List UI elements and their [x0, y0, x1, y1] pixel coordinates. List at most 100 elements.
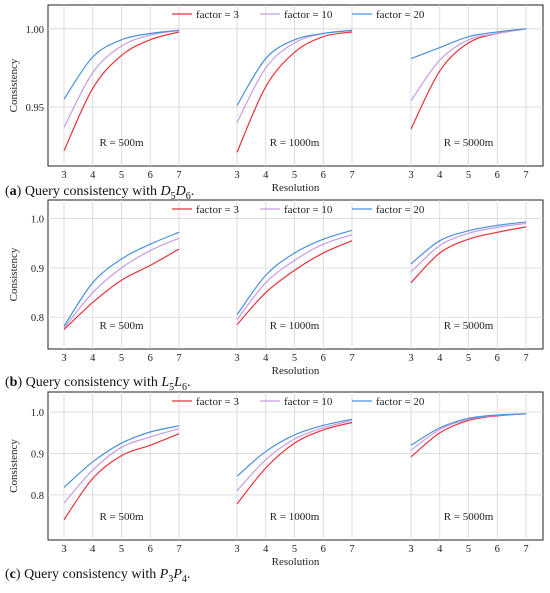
plot-frame-1 [47, 199, 544, 350]
x-tick-label: 7 [349, 544, 354, 555]
caption-b-s1: 5 [169, 381, 175, 393]
series-line-2 [236, 419, 353, 492]
legend-entry-3: factor = 20 [376, 396, 425, 408]
x-tick-label: 3 [234, 544, 239, 555]
y-tick-label: 0.9 [31, 450, 44, 461]
panel-label: R = 5000m [444, 511, 494, 523]
y-tick-label: 1.00 [26, 25, 44, 36]
caption-a-suffix: . [190, 184, 195, 199]
caption-a-text: Query consistency with [24, 184, 158, 199]
series-line-2 [63, 29, 180, 128]
x-tick-label: 6 [148, 544, 153, 555]
caption-a-m2: D [175, 184, 186, 199]
x-axis-label: Resolution [272, 556, 320, 568]
x-tick-label: 6 [321, 170, 326, 181]
x-tick-label: 4 [263, 170, 269, 181]
series-line-3 [236, 229, 353, 316]
x-tick-label: 6 [495, 353, 500, 364]
x-tick-label: 3 [234, 353, 239, 364]
y-tick-label: 0.8 [31, 491, 44, 502]
x-tick-label: 6 [495, 544, 500, 555]
y-axis-label: Consistency [8, 247, 20, 301]
x-tick-label: 4 [90, 544, 96, 555]
legend-entry-2: factor = 10 [284, 204, 333, 216]
plot-frame-0 [47, 4, 544, 167]
series-line-2 [410, 28, 527, 102]
caption-b-m1: L [161, 375, 170, 390]
caption-b-m2: L [174, 375, 182, 390]
x-tick-label: 3 [61, 170, 66, 181]
y-tick-label: 0.9 [31, 264, 44, 275]
caption-b-letter: b [9, 375, 18, 390]
legend-entry-1: factor = 3 [196, 9, 239, 21]
y-tick-label: 1.0 [31, 214, 44, 225]
x-tick-label: 6 [148, 170, 153, 181]
x-tick-label: 7 [176, 353, 181, 364]
series-line-3 [236, 29, 353, 106]
series-line-3 [63, 231, 180, 327]
y-axis-label: Consistency [8, 439, 20, 493]
caption-c-letter: c [9, 567, 16, 582]
x-tick-label: 5 [466, 544, 471, 555]
y-tick-label: 0.95 [26, 103, 44, 114]
series-line-2 [410, 222, 527, 273]
legend-entry-1: factor = 3 [196, 396, 239, 408]
x-tick-label: 6 [321, 353, 326, 364]
y-tick-label: 0.8 [31, 313, 44, 324]
caption-b-s2: 6 [181, 381, 187, 393]
caption-c-s2: 4 [181, 573, 187, 585]
caption-b: (b) Query consistency with L5L6. [5, 375, 191, 393]
x-tick-label: 3 [61, 353, 66, 364]
series-line-1 [236, 421, 353, 505]
x-tick-label: 7 [523, 170, 528, 181]
caption-b-text: Query consistency with [25, 375, 158, 390]
series-line-2 [63, 237, 180, 329]
legend-entry-3: factor = 20 [376, 9, 425, 21]
series-line-3 [410, 413, 527, 446]
series-line-1 [410, 226, 527, 284]
series-line-3 [410, 28, 527, 60]
plot-frame-2 [47, 391, 544, 541]
legend-entry-2: factor = 10 [284, 9, 333, 21]
caption-a-s1: 5 [170, 190, 176, 202]
x-tick-label: 5 [119, 353, 124, 364]
series-line-2 [63, 428, 180, 504]
caption-a-s2: 6 [185, 190, 191, 202]
series-line-3 [63, 29, 180, 100]
series-line-3 [63, 425, 180, 488]
x-tick-label: 6 [321, 544, 326, 555]
series-line-1 [236, 31, 353, 153]
caption-a-m1: D [160, 184, 171, 199]
x-tick-label: 4 [263, 544, 269, 555]
series-line-1 [63, 433, 180, 521]
panel-label: R = 5000m [444, 320, 494, 332]
panel-label: R = 500m [99, 511, 144, 523]
x-tick-label: 4 [90, 353, 96, 364]
panel-label: R = 1000m [270, 511, 320, 523]
x-tick-label: 3 [408, 353, 413, 364]
x-tick-label: 7 [349, 170, 354, 181]
caption-c-m1: P [159, 567, 169, 582]
x-tick-label: 3 [408, 170, 413, 181]
legend-entry-3: factor = 20 [376, 204, 425, 216]
x-axis-label: Resolution [272, 365, 320, 377]
x-tick-label: 5 [292, 353, 297, 364]
caption-c-s1: 3 [168, 573, 174, 585]
x-tick-label: 5 [119, 544, 124, 555]
panel-label: R = 500m [99, 137, 144, 149]
x-tick-label: 7 [349, 353, 354, 364]
caption-c: (c) Query consistency with P3P4. [5, 567, 191, 585]
x-tick-label: 4 [437, 544, 443, 555]
x-tick-label: 7 [523, 353, 528, 364]
series-line-3 [236, 418, 353, 477]
x-tick-label: 5 [119, 170, 124, 181]
caption-c-suffix: . [186, 567, 191, 582]
legend-entry-1: factor = 3 [196, 204, 239, 216]
panel-label: R = 5000m [444, 137, 494, 149]
panel-label: R = 1000m [270, 137, 320, 149]
y-axis-label: Consistency [8, 58, 20, 112]
x-tick-label: 4 [263, 353, 269, 364]
x-tick-label: 4 [437, 170, 443, 181]
